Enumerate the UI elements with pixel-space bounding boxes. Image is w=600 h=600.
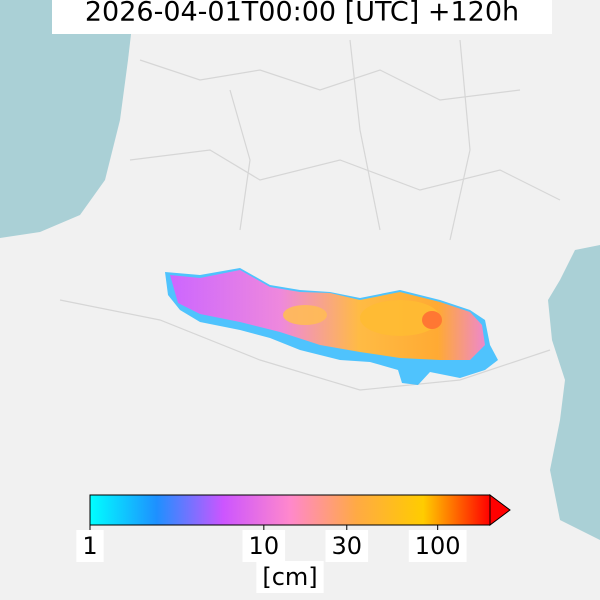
mediterranean bbox=[548, 245, 600, 540]
colorbar-bar bbox=[89, 494, 491, 526]
label-box bbox=[408, 530, 467, 562]
snow-field bbox=[170, 270, 485, 360]
snow-core bbox=[360, 300, 440, 336]
label-box bbox=[242, 530, 286, 562]
colorbar-tick-label: 1 bbox=[82, 532, 97, 560]
label-box bbox=[76, 530, 104, 562]
borders bbox=[59, 39, 561, 391]
colorbar-tick-label: 100 bbox=[415, 532, 461, 560]
label-box bbox=[325, 530, 369, 562]
colorbar-tick-label: 30 bbox=[332, 532, 363, 560]
colorbar-extend bbox=[489, 494, 511, 526]
snow-core bbox=[283, 305, 327, 325]
snow-peak bbox=[422, 311, 442, 329]
title-box bbox=[52, 0, 552, 34]
colorbar: 1 10 30 100 [cm] bbox=[76, 494, 511, 593]
bay-of-biscay bbox=[0, 0, 135, 238]
title: 2026-04-01T00:00 [UTC] +120h bbox=[85, 0, 519, 28]
colorbar-unit: [cm] bbox=[262, 563, 317, 591]
label-box bbox=[256, 561, 324, 593]
colorbar-tick-label: 10 bbox=[249, 532, 280, 560]
